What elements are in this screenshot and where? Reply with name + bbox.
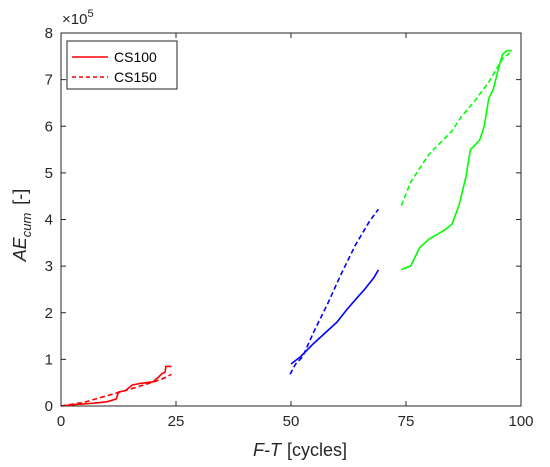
y-tick-label: 7: [45, 72, 53, 89]
legend-box: [66, 40, 178, 90]
series-line-4: [401, 49, 512, 271]
series-line-5: [400, 51, 513, 206]
y-axis-title: AEcum[-]: [10, 189, 34, 263]
y-tick-label: 5: [45, 165, 53, 182]
series-line-2: [290, 269, 380, 365]
x-tick-label: 75: [398, 413, 415, 430]
y-exponent-label: ×105: [62, 8, 94, 28]
y-ticks: 0 1 2 3 4 5 6 7 8: [45, 25, 521, 415]
series-line-1: [60, 373, 172, 407]
y-tick-label: 2: [45, 305, 53, 322]
legend: CS100 CS150: [66, 40, 178, 90]
series-line-0: [60, 365, 172, 407]
legend-label-cs100: CS100: [114, 49, 157, 65]
x-tick-label: 25: [168, 413, 185, 430]
legend-label-cs150: CS150: [114, 69, 157, 85]
x-tick-label: 100: [508, 413, 533, 430]
x-tick-label: 0: [57, 413, 65, 430]
y-tick-label: 3: [45, 258, 53, 275]
y-tick-label: 6: [45, 118, 53, 135]
y-tick-label: 8: [45, 25, 53, 42]
x-axis-title: F-T [cycles]: [253, 440, 347, 460]
y-tick-label: 0: [45, 398, 53, 415]
y-tick-label: 1: [45, 351, 53, 368]
series-layer: [60, 49, 513, 407]
y-tick-label: 4: [45, 212, 53, 229]
x-ticks: 0 25 50 75 100: [57, 33, 534, 430]
x-tick-label: 50: [283, 413, 300, 430]
series-line-3: [289, 208, 380, 375]
